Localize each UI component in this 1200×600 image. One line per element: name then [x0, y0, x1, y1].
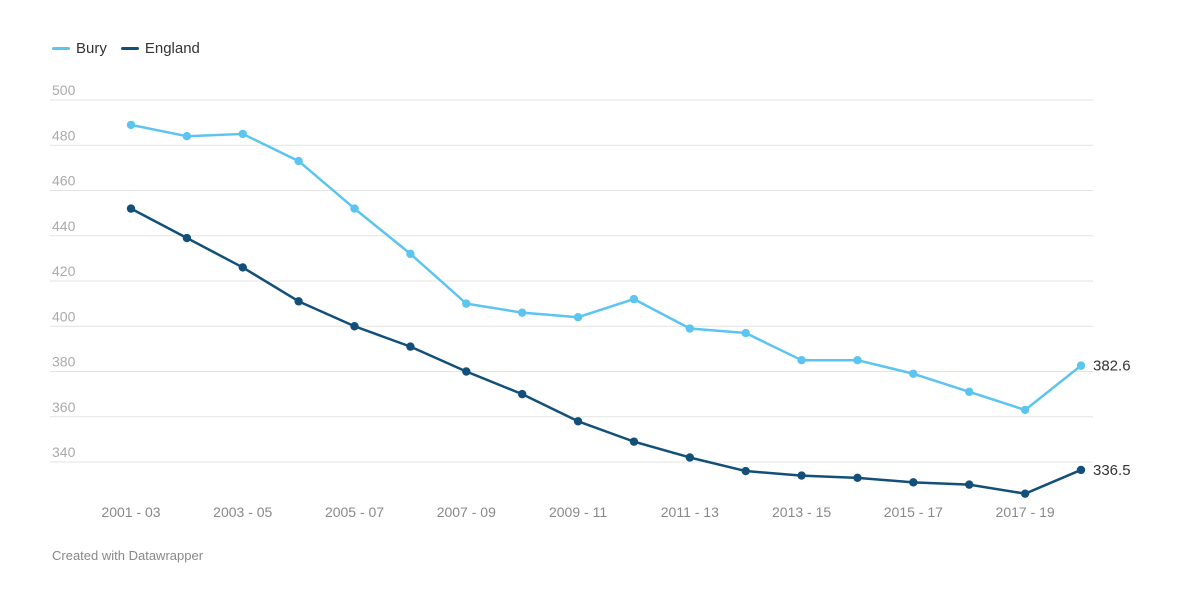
data-point-england	[741, 466, 750, 476]
data-point-bury	[909, 369, 918, 378]
legend-item-england: England	[120, 40, 200, 57]
data-point-bury	[350, 204, 359, 213]
data-point-england	[629, 437, 639, 446]
legend-swatch-england	[120, 47, 139, 50]
x-tick-label: 2013 - 15	[772, 504, 831, 520]
data-point-england	[350, 322, 359, 331]
series-group: 382.6 336.5	[126, 120, 1131, 498]
y-tick-label: 360	[52, 399, 76, 415]
data-point-england	[462, 367, 471, 376]
end-label-england: 336.5	[1093, 462, 1131, 479]
data-point-england	[685, 453, 695, 462]
y-axis: 340 360 380 400 420 440 460 480 500	[52, 82, 76, 460]
data-point-bury	[462, 299, 471, 308]
y-tick-label: 420	[52, 263, 76, 279]
data-point-bury	[1020, 405, 1030, 415]
y-tick-label: 500	[52, 82, 76, 98]
data-point-bury	[126, 120, 136, 130]
data-point-england	[909, 478, 918, 487]
data-point-england	[294, 297, 303, 306]
data-point-bury	[685, 324, 695, 333]
x-axis: 2001 - 03 2003 - 05 2005 - 07 2007 - 09 2009…	[101, 504, 1054, 520]
data-point-england	[965, 480, 974, 489]
series-line-england	[130, 207, 1082, 495]
x-tick-label: 2009 - 11	[549, 504, 607, 520]
data-point-england	[573, 417, 583, 426]
gridlines	[50, 99, 1093, 463]
data-point-bury	[741, 328, 750, 338]
data-point-bury	[517, 308, 527, 317]
data-point-bury	[965, 387, 974, 397]
x-tick-label: 2011 - 13	[661, 504, 719, 520]
data-point-bury	[573, 313, 583, 322]
y-tick-label: 440	[52, 218, 76, 234]
data-point-bury	[797, 355, 806, 365]
y-tick-label: 340	[52, 444, 76, 460]
data-point-england	[182, 233, 192, 243]
legend-swatch-bury	[52, 47, 70, 50]
data-point-bury	[406, 249, 415, 259]
end-label-bury: 382.6	[1093, 358, 1131, 375]
x-tick-label: 2017 - 19	[996, 504, 1055, 520]
x-tick-label: 2003 - 05	[213, 504, 272, 520]
y-tick-label: 400	[52, 308, 76, 324]
data-point-bury	[853, 355, 862, 365]
y-tick-label: 380	[52, 354, 76, 370]
data-point-england	[1020, 489, 1030, 498]
legend-label-england: England	[144, 40, 200, 57]
data-point-england	[238, 263, 247, 272]
series-line-bury	[130, 123, 1082, 412]
data-point-bury	[294, 156, 303, 166]
data-point-bury	[629, 294, 639, 304]
legend-item-bury: Bury	[52, 40, 107, 57]
data-point-england	[853, 473, 862, 483]
legend-label-bury: Bury	[76, 40, 107, 57]
data-point-bury	[238, 129, 247, 139]
data-point-england	[406, 342, 415, 351]
data-point-england	[517, 389, 527, 399]
x-tick-label: 2007 - 09	[437, 504, 496, 520]
y-tick-label: 460	[52, 173, 76, 189]
data-point-bury	[1076, 361, 1086, 370]
data-point-england	[126, 204, 136, 213]
legend: Bury England	[52, 40, 200, 57]
data-point-bury	[182, 132, 192, 141]
x-tick-label: 2001 - 03	[101, 504, 160, 520]
y-tick-label: 480	[52, 127, 76, 143]
x-tick-label: 2005 - 07	[325, 504, 384, 520]
data-point-england	[797, 471, 806, 480]
credit-text: Created with Datawrapper	[52, 548, 204, 563]
x-tick-label: 2015 - 17	[884, 504, 943, 520]
data-point-england	[1076, 465, 1086, 475]
